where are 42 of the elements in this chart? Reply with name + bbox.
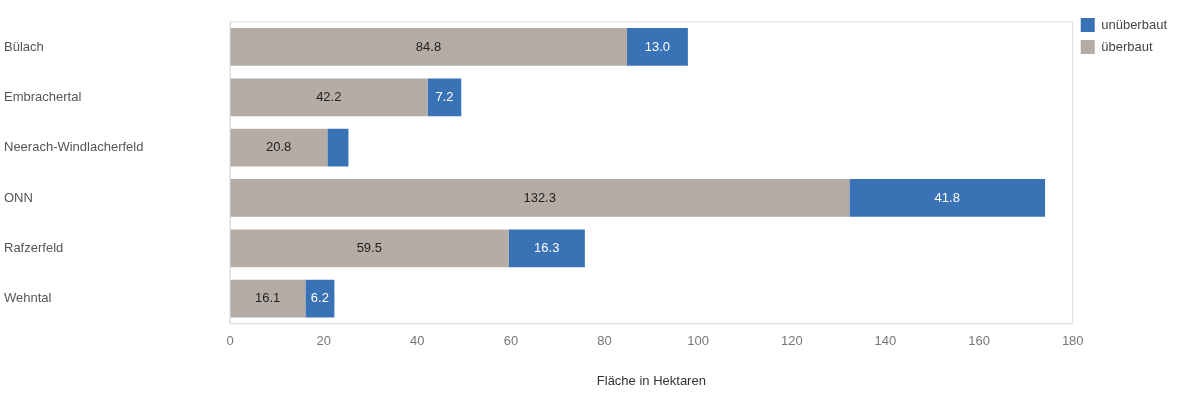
data-label: 16.1 [255,290,281,306]
bar [230,179,850,217]
x-tick-label: 120 [780,333,803,349]
bar [230,128,328,167]
y-tick-label: ONN [4,189,33,205]
y-tick-label: Embrachertal [4,88,82,104]
data-label: 59.5 [356,239,382,255]
bar [508,229,585,268]
data-label: 6.2 [310,290,329,306]
y-tick-label: Bülach [4,38,44,54]
data-label: 20.8 [266,139,292,155]
bar [305,279,335,318]
x-tick-label: 20 [316,333,331,349]
bar [230,279,306,318]
bar [230,229,509,268]
x-tick-label: 180 [1061,333,1084,349]
x-tick-label: 40 [410,333,425,349]
data-label: 132.3 [523,189,556,205]
x-tick-label: 160 [968,333,990,349]
data-label: 84.8 [415,38,442,54]
x-tick-label: 0 [226,333,234,349]
bar [327,128,349,167]
data-label: 16.3 [534,239,560,255]
x-tick-label: 60 [503,333,519,349]
x-tick-label: 140 [874,333,897,349]
bar [230,78,428,117]
bar [849,179,1046,217]
data-label: 42.2 [316,88,342,104]
legend-label: unüberbaut [1101,16,1168,32]
data-label: 7.2 [435,88,454,104]
x-axis-title: Fläche in Hektaren [596,372,706,388]
legend-label: überbaut [1101,38,1153,54]
y-tick-label: Rafzerfeld [4,239,64,255]
y-tick-label: Neerach-Windlacherfeld [4,139,144,155]
bar [230,28,628,66]
x-tick-label: 80 [597,333,612,349]
x-tick-label: 100 [687,333,710,349]
data-label: 13.0 [644,38,671,54]
bar [627,28,688,66]
bar [427,78,462,117]
data-label: 41.8 [934,189,960,205]
y-tick-label: Wehntal [4,290,52,306]
